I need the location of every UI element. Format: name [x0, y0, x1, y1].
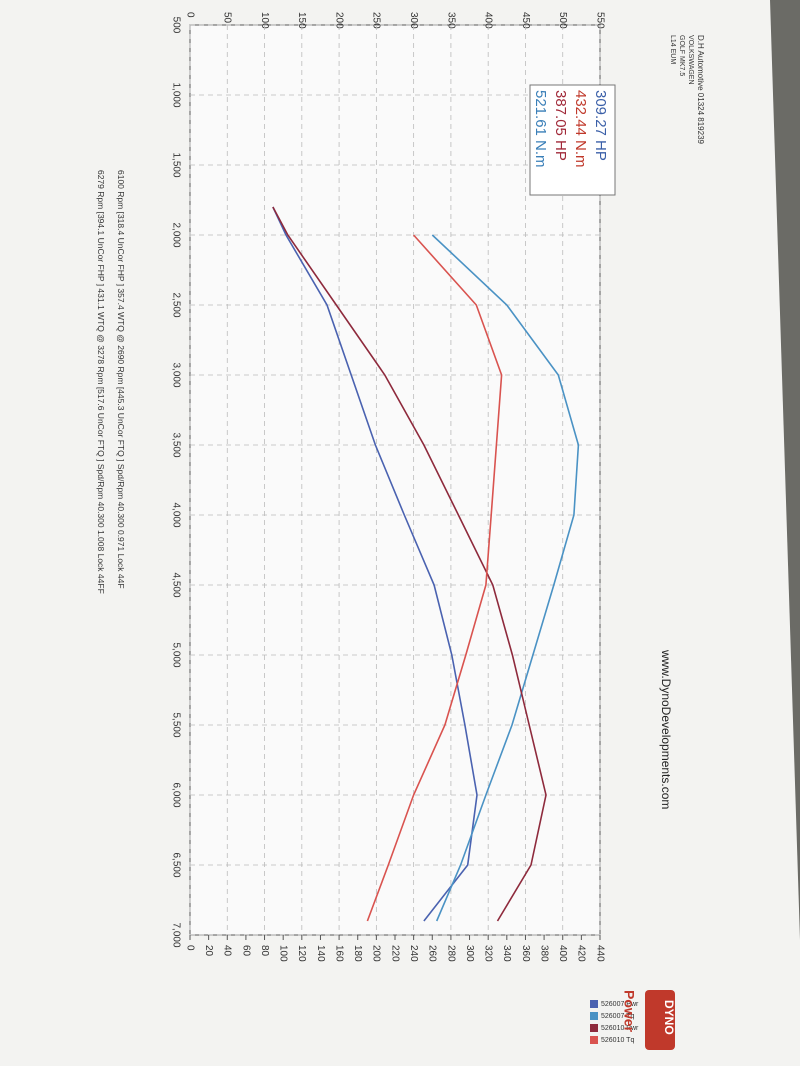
summary-value: 521.61 N.m: [532, 90, 549, 168]
legend-swatch: [590, 1000, 598, 1008]
y2-tick-label: 40: [222, 945, 233, 957]
x-tick-label: 3,000: [170, 362, 181, 387]
legend-label: 526007 Pwr: [601, 1001, 639, 1008]
y2-tick-label: 0: [184, 945, 195, 951]
series-line: [431, 234, 580, 922]
y2-tick-label: 420: [576, 945, 587, 962]
logo-box: [645, 990, 675, 1050]
legend-label: 526010 Tq: [601, 1037, 634, 1044]
logo: DYNO: [662, 1000, 676, 1035]
y2-tick-label: 60: [240, 945, 251, 957]
summary-value: 432.44 N.m: [572, 90, 589, 168]
y2-axis-title: Power: [621, 990, 637, 1033]
header-line: D.H Automotive 01324 819239: [696, 35, 705, 145]
summary-box: [529, 84, 616, 196]
x-tick-label: 2,000: [170, 222, 181, 247]
y-tick-label: 300: [408, 12, 419, 29]
y-tick-label: 150: [296, 12, 307, 29]
legend-label: 526010 Pwr: [601, 1025, 639, 1032]
y-tick-label: 100: [259, 12, 270, 29]
y2-tick-label: 120: [296, 945, 307, 962]
y2-tick-label: 320: [483, 945, 494, 962]
x-tick-label: 6,000: [170, 782, 181, 807]
x-tick-label: 7,000: [170, 922, 181, 947]
y2-tick-label: 220: [389, 945, 400, 962]
footer-line: 6100 Rpm [318.4 UnCor FHP ] 357.4 WTQ @ …: [116, 170, 126, 589]
y2-tick-label: 100: [278, 945, 289, 962]
y2-tick-label: 180: [352, 945, 363, 962]
legend-swatch: [590, 1036, 598, 1044]
y2-tick-label: 360: [520, 945, 531, 962]
y2-tick-label: 80: [259, 945, 270, 957]
y-tick-label: 250: [371, 12, 382, 29]
y-tick-label: 400: [483, 12, 494, 29]
x-tick-label: 4,000: [170, 502, 181, 527]
x-tick-label: 6,500: [170, 852, 181, 877]
y2-tick-label: 140: [315, 945, 326, 962]
y2-tick-label: 240: [408, 945, 419, 962]
y2-tick-label: 300: [464, 945, 475, 962]
y-tick-label: 200: [333, 12, 344, 29]
x-tick-label: 1,500: [170, 152, 181, 177]
legend-swatch: [590, 1012, 598, 1020]
x-tick-label: 3,500: [170, 432, 181, 457]
x-tick-label: 5,500: [170, 712, 181, 737]
y2-tick-label: 20: [203, 945, 214, 957]
y-tick-label: 550: [594, 12, 605, 29]
y2-tick-label: 440: [594, 945, 605, 962]
summary-value: 309.27 HP: [592, 90, 609, 161]
series-line: [272, 206, 478, 922]
x-tick-label: 2,500: [170, 292, 181, 317]
x-tick-label: 1,000: [170, 82, 181, 107]
summary-value: 387.05 HP: [552, 90, 569, 161]
x-tick-label: 5,000: [170, 642, 181, 667]
x-tick-label: 4,500: [170, 572, 181, 597]
y2-tick-label: 340: [501, 945, 512, 962]
y-tick-label: 0: [184, 12, 195, 18]
header-line: L14 EUM: [669, 35, 676, 64]
x-tick-label: 500: [170, 17, 181, 34]
legend-label: 526007 Tq: [601, 1013, 634, 1020]
header-line: GOLF MK7.5: [678, 35, 685, 76]
y2-tick-label: 200: [371, 945, 382, 962]
website: www.DynoDevelopments.com: [659, 649, 673, 809]
y2-tick-label: 260: [427, 945, 438, 962]
y2-tick-label: 380: [538, 945, 549, 962]
header-line: VOLKSWAGEN: [687, 35, 694, 85]
series-line: [366, 234, 503, 922]
y-tick-label: 350: [445, 12, 456, 29]
y-tick-label: 450: [520, 12, 531, 29]
y2-tick-label: 160: [333, 945, 344, 962]
series-line: [272, 206, 547, 922]
y2-tick-label: 400: [557, 945, 568, 962]
y-tick-label: 500: [557, 12, 568, 29]
legend-swatch: [590, 1024, 598, 1032]
footer-line: 6279 Rpm [394.1 UnCor FHP ] 431.1 WTQ @ …: [96, 170, 106, 594]
y-tick-label: 50: [222, 12, 233, 24]
y2-tick-label: 280: [445, 945, 456, 962]
